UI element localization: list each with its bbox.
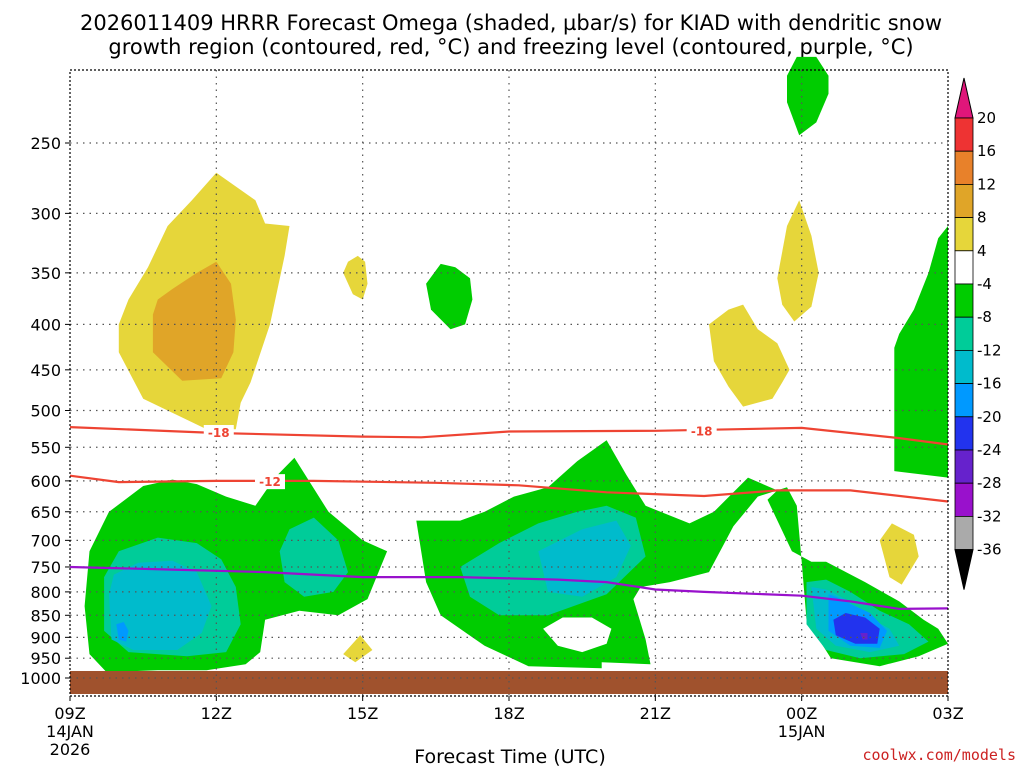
dgz-minus-18-line [69, 426, 949, 446]
colorbar-label-5: -4 [977, 275, 992, 293]
colorbar-bin-9 [954, 383, 974, 418]
colorbar-label-1: 16 [977, 142, 996, 160]
colorbar-label-8: -16 [977, 375, 1002, 393]
upper-ascent-yellow-4 [777, 200, 819, 322]
colorbar-bottom-arrow [954, 549, 974, 590]
x-tick-label-12Z: 12Z [201, 704, 232, 723]
y-tick-label-500: 500 [30, 402, 61, 421]
y-tick-label-450: 450 [30, 361, 61, 380]
credit-text: coolwx.com/models [862, 746, 1016, 764]
omega-shaded-layer [84, 56, 948, 673]
dgz-minus-18-label-0: -18 [208, 426, 230, 440]
right-edge-ascent-yellow [879, 523, 919, 585]
y-tick-label-950: 950 [30, 649, 61, 668]
x-tick-sublabel-09Z: 14JAN [46, 722, 94, 741]
clear-patch-upper-right [411, 493, 461, 518]
y-tick-label-600: 600 [30, 472, 61, 491]
colorbar-bin-5 [954, 250, 974, 285]
upper-subsidence-green-2 [787, 56, 829, 136]
colorbar-label-7: -12 [977, 341, 1002, 359]
colorbar-bin-10 [954, 416, 974, 451]
x-tick-label-21Z: 21Z [640, 704, 671, 723]
dgz-minus-12-label-bg-0 [254, 474, 285, 490]
dgz-minus-18-label-bg-0 [203, 424, 234, 440]
colorbar-label-3: 8 [977, 209, 987, 227]
x-tick-label-09Z: 09Z [54, 704, 85, 723]
x-axis-title: Forecast Time (UTC) [414, 746, 605, 768]
y-tick-label-300: 300 [30, 204, 61, 223]
colorbar-bin-3 [954, 183, 974, 218]
y-tick-label-550: 550 [30, 438, 61, 457]
low-ascent-yellow [343, 635, 373, 663]
axes-layer: 250 300 350 400 450 500 550 600 650 700 750 800 850 9… [20, 69, 964, 759]
colorbar: 20 16 12 8 4 -4 -8 -12 -16 -20 -24 -28 -32 -36 [954, 77, 1002, 590]
x-tick-label-00Z: 00Z [786, 704, 817, 723]
clear-patch-low-center [543, 617, 612, 653]
colorbar-bin-6 [954, 283, 974, 318]
upper-ascent-gold [152, 261, 236, 381]
dgz-minus-12-line [69, 474, 949, 503]
low-subsidence-violet-4 [860, 633, 868, 640]
freezing-level-0-line [69, 565, 949, 611]
colorbar-label-12: -32 [977, 507, 1002, 525]
colorbar-label-6: -8 [977, 308, 992, 326]
colorbar-bin-12 [954, 482, 974, 517]
x-tick-sublabel2-09Z: 2026 [50, 740, 91, 759]
low-subsidence-lightblue-1 [116, 622, 129, 642]
chart-title-line-2: growth region (contoured, red, °C) and f… [108, 35, 913, 59]
y-tick-label-350: 350 [30, 264, 61, 283]
x-tick-label-18Z: 18Z [493, 704, 524, 723]
colorbar-top-arrow [954, 77, 974, 119]
grid-layer [70, 70, 948, 696]
colorbar-bin-8 [954, 349, 974, 384]
colorbar-label-11: -28 [977, 474, 1002, 492]
y-tick-label-650: 650 [30, 503, 61, 522]
y-tick-label-700: 700 [30, 531, 61, 550]
y-tick-label-850: 850 [30, 606, 61, 625]
upper-ascent-yellow-2 [343, 255, 368, 300]
colorbar-bin-11 [954, 449, 974, 484]
colorbar-label-4: 4 [977, 242, 987, 260]
dgz-minus-18-label-1: -18 [691, 425, 713, 439]
colorbar-bin-4 [954, 217, 974, 252]
x-tick-sublabel-00Z: 15JAN [778, 722, 826, 741]
y-tick-label-1000: 1000 [20, 669, 61, 688]
dgz-minus-12-label-0: -12 [259, 475, 281, 489]
colorbar-label-0: 20 [977, 109, 996, 127]
x-tick-label-03Z: 03Z [932, 704, 963, 723]
contour-layer: -18 -18 -12 [69, 423, 949, 611]
y-tick-label-900: 900 [30, 628, 61, 647]
colorbar-label-2: 12 [977, 175, 996, 193]
low-subsidence-cyan-1 [109, 560, 212, 650]
colorbar-bin-13 [954, 516, 974, 551]
y-tick-label-750: 750 [30, 558, 61, 577]
upper-subsidence-green [426, 263, 473, 330]
y-tick-label-800: 800 [30, 583, 61, 602]
right-edge-subsidence-green [894, 226, 948, 478]
low-subsidence-teal-2 [279, 517, 348, 597]
low-subsidence-blue-4 [833, 613, 880, 644]
chart-title-line-1: 2026011409 HRRR Forecast Omega (shaded, … [80, 11, 942, 35]
x-tick-label-15Z: 15Z [347, 704, 378, 723]
upper-ascent-yellow-3 [709, 304, 790, 407]
colorbar-label-9: -20 [977, 408, 1002, 426]
colorbar-bin-7 [954, 316, 974, 351]
dgz-minus-18-label-bg-1 [686, 423, 717, 439]
y-tick-label-400: 400 [30, 315, 61, 334]
colorbar-label-10: -24 [977, 441, 1002, 459]
y-tick-label-250: 250 [30, 134, 61, 153]
colorbar-bin-2 [954, 150, 974, 185]
low-subsidence-cyan-3 [538, 520, 631, 597]
colorbar-bin-1 [954, 117, 974, 152]
colorbar-label-13: -36 [977, 541, 1002, 559]
